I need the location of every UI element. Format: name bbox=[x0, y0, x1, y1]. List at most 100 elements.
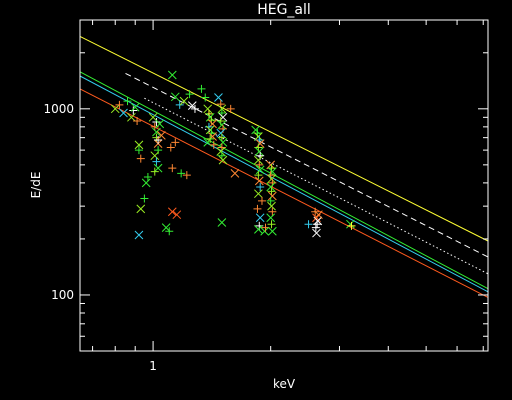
data-point-plus-marker bbox=[143, 173, 152, 182]
data-point-x-marker bbox=[136, 204, 146, 214]
data-point-plus-marker bbox=[166, 143, 175, 152]
data-point-x-marker bbox=[130, 102, 140, 112]
data-point-x-marker bbox=[134, 140, 144, 150]
data-point-x-marker bbox=[150, 151, 160, 161]
data-point-plus-marker bbox=[140, 194, 149, 203]
data-point-x-marker bbox=[119, 108, 128, 118]
data-point-x-marker bbox=[230, 169, 240, 178]
data-point-x-marker bbox=[346, 219, 355, 229]
data-point-plus-marker bbox=[175, 100, 184, 109]
data-point-plus-marker bbox=[204, 122, 213, 131]
series-line-solid-4 bbox=[79, 75, 489, 293]
data-point-x-marker bbox=[251, 125, 260, 135]
series-line-solid-3 bbox=[79, 71, 489, 290]
data-point-x-marker bbox=[134, 230, 144, 240]
data-point-plus-marker bbox=[129, 106, 138, 115]
data-point-x-marker bbox=[254, 176, 264, 186]
data-point-plus-marker bbox=[267, 187, 276, 196]
data-point-plus-marker bbox=[216, 100, 225, 109]
data-point-x-marker bbox=[170, 92, 180, 102]
data-point-plus-marker bbox=[209, 140, 218, 149]
data-point-plus-marker bbox=[256, 183, 265, 192]
data-point-plus-marker bbox=[255, 160, 264, 169]
x-tick-label: 1 bbox=[149, 359, 157, 373]
data-point-plus-marker bbox=[152, 117, 161, 126]
data-point-plus-marker bbox=[133, 117, 142, 126]
data-point-x-marker bbox=[155, 119, 165, 129]
data-point-x-marker bbox=[314, 210, 323, 220]
data-point-x-marker bbox=[141, 178, 151, 188]
data-point-x-marker bbox=[152, 127, 161, 137]
data-point-x-marker bbox=[312, 228, 321, 238]
data-point-plus-marker bbox=[201, 93, 210, 102]
data-point-x-marker bbox=[216, 147, 226, 156]
data-point-plus-marker bbox=[134, 146, 143, 155]
data-point-x-marker bbox=[179, 96, 189, 106]
data-point-x-marker bbox=[216, 128, 226, 138]
data-point-x-marker bbox=[217, 104, 227, 114]
data-point-x-marker bbox=[255, 213, 265, 223]
data-point-x-marker bbox=[266, 182, 276, 192]
data-point-x-marker bbox=[260, 226, 269, 236]
data-point-x-marker bbox=[167, 207, 177, 217]
data-point-plus-marker bbox=[165, 227, 174, 236]
data-point-x-marker bbox=[157, 131, 166, 140]
data-point-plus-marker bbox=[226, 104, 235, 113]
chart-title: HEG_all bbox=[257, 2, 311, 18]
data-point-plus-marker bbox=[150, 167, 159, 176]
data-point-x-marker bbox=[268, 226, 277, 236]
data-point-plus-marker bbox=[268, 207, 277, 216]
y-tick-label: 100 bbox=[51, 288, 74, 302]
series-line-dotted-2 bbox=[144, 97, 489, 275]
data-point-x-marker bbox=[266, 213, 276, 223]
data-point-x-marker bbox=[255, 139, 265, 148]
data-point-x-marker bbox=[268, 167, 277, 176]
data-point-x-marker bbox=[203, 104, 213, 114]
data-point-plus-marker bbox=[266, 196, 275, 205]
data-point-x-marker bbox=[254, 189, 263, 199]
data-point-x-marker bbox=[205, 125, 215, 135]
data-point-plus-marker bbox=[347, 221, 356, 230]
data-point-x-marker bbox=[255, 165, 265, 175]
plot-frame bbox=[79, 19, 489, 352]
data-point-plus-marker bbox=[304, 220, 313, 229]
data-point-plus-marker bbox=[171, 138, 180, 147]
data-point-plus-marker bbox=[254, 171, 263, 180]
data-point-plus-marker bbox=[217, 133, 226, 142]
data-point-x-marker bbox=[267, 201, 276, 211]
x-axis-label: keV bbox=[273, 377, 296, 391]
data-point-x-marker bbox=[268, 191, 277, 201]
data-point-plus-marker bbox=[257, 196, 266, 205]
data-point-plus-marker bbox=[182, 171, 191, 180]
y-tick-label: 1000 bbox=[43, 102, 74, 116]
data-point-x-marker bbox=[217, 120, 227, 130]
data-point-x-marker bbox=[167, 70, 177, 80]
data-point-plus-marker bbox=[177, 169, 186, 178]
data-point-x-marker bbox=[254, 155, 263, 165]
data-point-plus-marker bbox=[206, 134, 215, 143]
data-point-plus-marker bbox=[311, 223, 320, 232]
data-point-x-marker bbox=[127, 112, 136, 122]
data-point-plus-marker bbox=[253, 204, 262, 213]
data-point-x-marker bbox=[218, 138, 228, 147]
axis-ticks: 1 100 1000 bbox=[43, 19, 488, 373]
data-point-plus-marker bbox=[115, 100, 124, 109]
data-point-plus-marker bbox=[185, 90, 194, 99]
data-point-x-marker bbox=[218, 155, 228, 165]
series-line-solid-0 bbox=[79, 35, 489, 242]
data-point-plus-marker bbox=[154, 135, 163, 144]
data-point-plus-marker bbox=[152, 157, 161, 166]
y-axis-label: E/dE bbox=[29, 172, 43, 199]
data-point-x-marker bbox=[254, 225, 263, 234]
data-point-x-marker bbox=[172, 210, 182, 220]
series-line-dashed-1 bbox=[125, 72, 489, 258]
data-point-plus-marker bbox=[190, 104, 199, 113]
data-point-x-marker bbox=[217, 218, 227, 227]
data-point-x-marker bbox=[110, 104, 120, 114]
data-point-x-marker bbox=[153, 163, 163, 173]
data-point-plus-marker bbox=[123, 97, 132, 106]
data-point-x-marker bbox=[254, 132, 263, 141]
data-point-x-marker bbox=[266, 160, 276, 170]
data-point-plus-marker bbox=[267, 220, 276, 229]
